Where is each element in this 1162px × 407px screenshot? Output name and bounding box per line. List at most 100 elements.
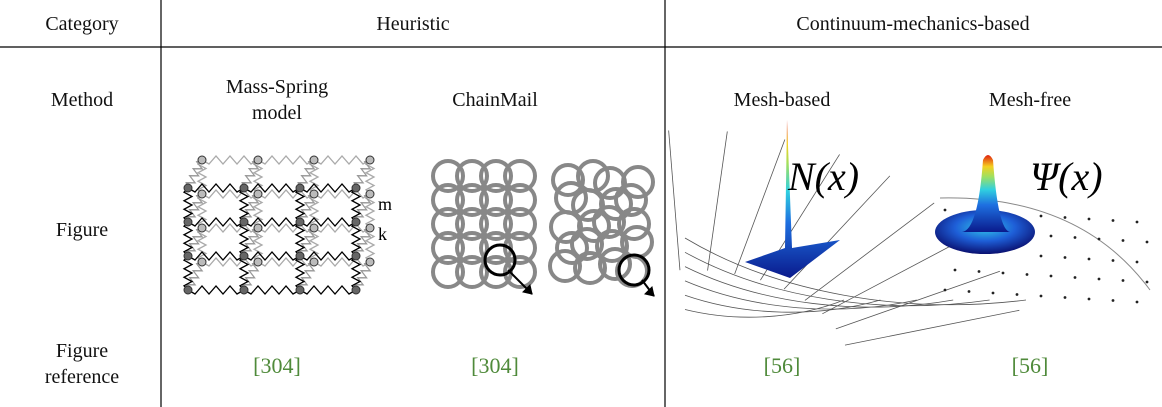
spring xyxy=(187,183,245,193)
node xyxy=(1135,300,1139,304)
link xyxy=(503,255,537,289)
spring xyxy=(196,193,208,229)
spring xyxy=(182,221,194,257)
mass-node xyxy=(365,257,375,267)
spring xyxy=(252,227,264,263)
method-cell: ChainMail xyxy=(452,89,538,111)
node xyxy=(1073,276,1077,279)
spring xyxy=(243,217,301,227)
link xyxy=(614,183,648,217)
node xyxy=(1121,239,1125,242)
spring xyxy=(299,183,357,193)
spring xyxy=(201,155,259,165)
node xyxy=(1145,280,1149,284)
mesh-line xyxy=(835,270,1001,330)
spring xyxy=(353,261,372,291)
spring xyxy=(308,193,320,229)
mass-node xyxy=(365,189,375,199)
reference[interactable]: [56] xyxy=(763,353,801,378)
link xyxy=(503,159,537,193)
spring xyxy=(353,193,372,223)
node xyxy=(1145,240,1149,244)
spring xyxy=(297,193,316,223)
link xyxy=(598,247,632,281)
chainmail-figure xyxy=(431,159,655,297)
spring xyxy=(182,255,194,291)
mesh-based-figure: N(x) xyxy=(668,120,1027,346)
mesh-line xyxy=(734,139,786,275)
node xyxy=(1039,294,1043,298)
node xyxy=(1039,214,1043,218)
node xyxy=(1097,237,1101,241)
link xyxy=(570,227,604,261)
node xyxy=(1063,216,1067,219)
mass-node xyxy=(183,285,193,295)
spring xyxy=(238,221,250,257)
mass-node xyxy=(197,257,207,267)
node xyxy=(1087,257,1091,261)
mass-node xyxy=(351,285,361,295)
row-label: Figure reference xyxy=(44,340,120,388)
spring xyxy=(257,257,315,267)
mass-node xyxy=(183,217,193,227)
row-label: Figure xyxy=(55,219,109,241)
spring xyxy=(241,193,260,223)
method-cell: Mesh-free xyxy=(988,89,1072,111)
spring xyxy=(196,159,208,195)
spring xyxy=(353,227,372,257)
link xyxy=(479,207,513,241)
mass-node xyxy=(309,257,319,267)
mesh-line xyxy=(804,202,935,301)
mass-node xyxy=(253,257,263,267)
arrow-head xyxy=(522,284,533,295)
mesh-line xyxy=(684,251,990,307)
link xyxy=(479,159,513,193)
link xyxy=(431,207,465,241)
mass-node xyxy=(239,251,249,261)
reference[interactable]: [56] xyxy=(1011,353,1049,378)
header-cell: Heuristic xyxy=(376,13,450,35)
spring-label: k xyxy=(378,224,387,244)
spring xyxy=(308,227,320,263)
spring xyxy=(364,159,376,195)
spring xyxy=(187,251,245,261)
mesh-line xyxy=(783,175,891,290)
mass-node xyxy=(253,155,263,165)
spring xyxy=(241,227,260,257)
spring xyxy=(294,255,306,291)
spring xyxy=(313,189,371,199)
link xyxy=(455,183,489,217)
mass-node xyxy=(295,183,305,193)
spring xyxy=(294,187,306,223)
spring xyxy=(185,159,204,189)
link xyxy=(548,249,582,283)
mesh-line xyxy=(684,237,1027,306)
spring xyxy=(257,155,315,165)
spring xyxy=(364,193,376,229)
link xyxy=(577,209,611,243)
node xyxy=(1111,219,1115,222)
mass-node xyxy=(239,217,249,227)
boundary xyxy=(939,197,1151,291)
link xyxy=(621,165,655,199)
link xyxy=(431,255,465,289)
node xyxy=(1121,279,1125,282)
node xyxy=(1039,254,1043,258)
spring xyxy=(252,159,264,195)
moved-link xyxy=(617,253,651,287)
link xyxy=(479,183,513,217)
mass-node xyxy=(351,217,361,227)
link xyxy=(431,159,465,193)
link xyxy=(617,207,651,241)
kernel-peak xyxy=(962,155,1010,232)
spring xyxy=(297,159,316,189)
spring xyxy=(185,261,204,291)
link xyxy=(455,159,489,193)
reference[interactable]: [304] xyxy=(253,353,301,378)
shape-function xyxy=(745,120,840,278)
node xyxy=(1073,236,1077,239)
mesh-line xyxy=(668,130,681,271)
reference[interactable]: [304] xyxy=(471,353,519,378)
mass-label: m xyxy=(378,194,392,214)
